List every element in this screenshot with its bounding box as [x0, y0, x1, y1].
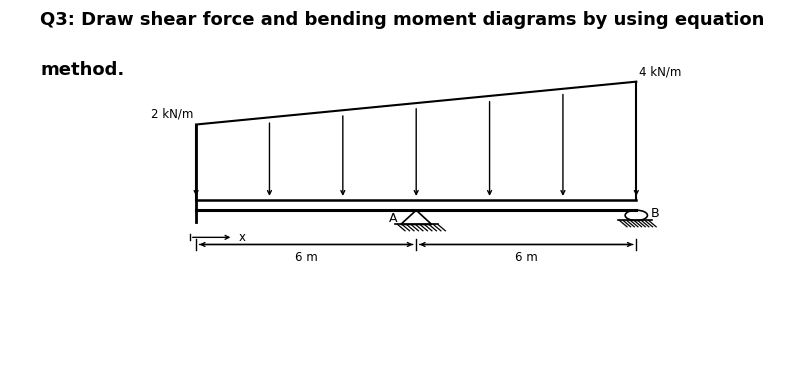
Text: B: B: [650, 207, 659, 220]
Text: A: A: [389, 211, 398, 224]
Text: x: x: [238, 231, 246, 244]
Text: 2 kN/m: 2 kN/m: [150, 107, 193, 120]
Text: 6 m: 6 m: [294, 251, 318, 264]
Text: 6 m: 6 m: [515, 251, 538, 264]
Text: method.: method.: [40, 61, 124, 79]
Text: Q3: Draw shear force and bending moment diagrams by using equation: Q3: Draw shear force and bending moment …: [40, 11, 764, 29]
Text: 4 kN/m: 4 kN/m: [639, 66, 682, 79]
